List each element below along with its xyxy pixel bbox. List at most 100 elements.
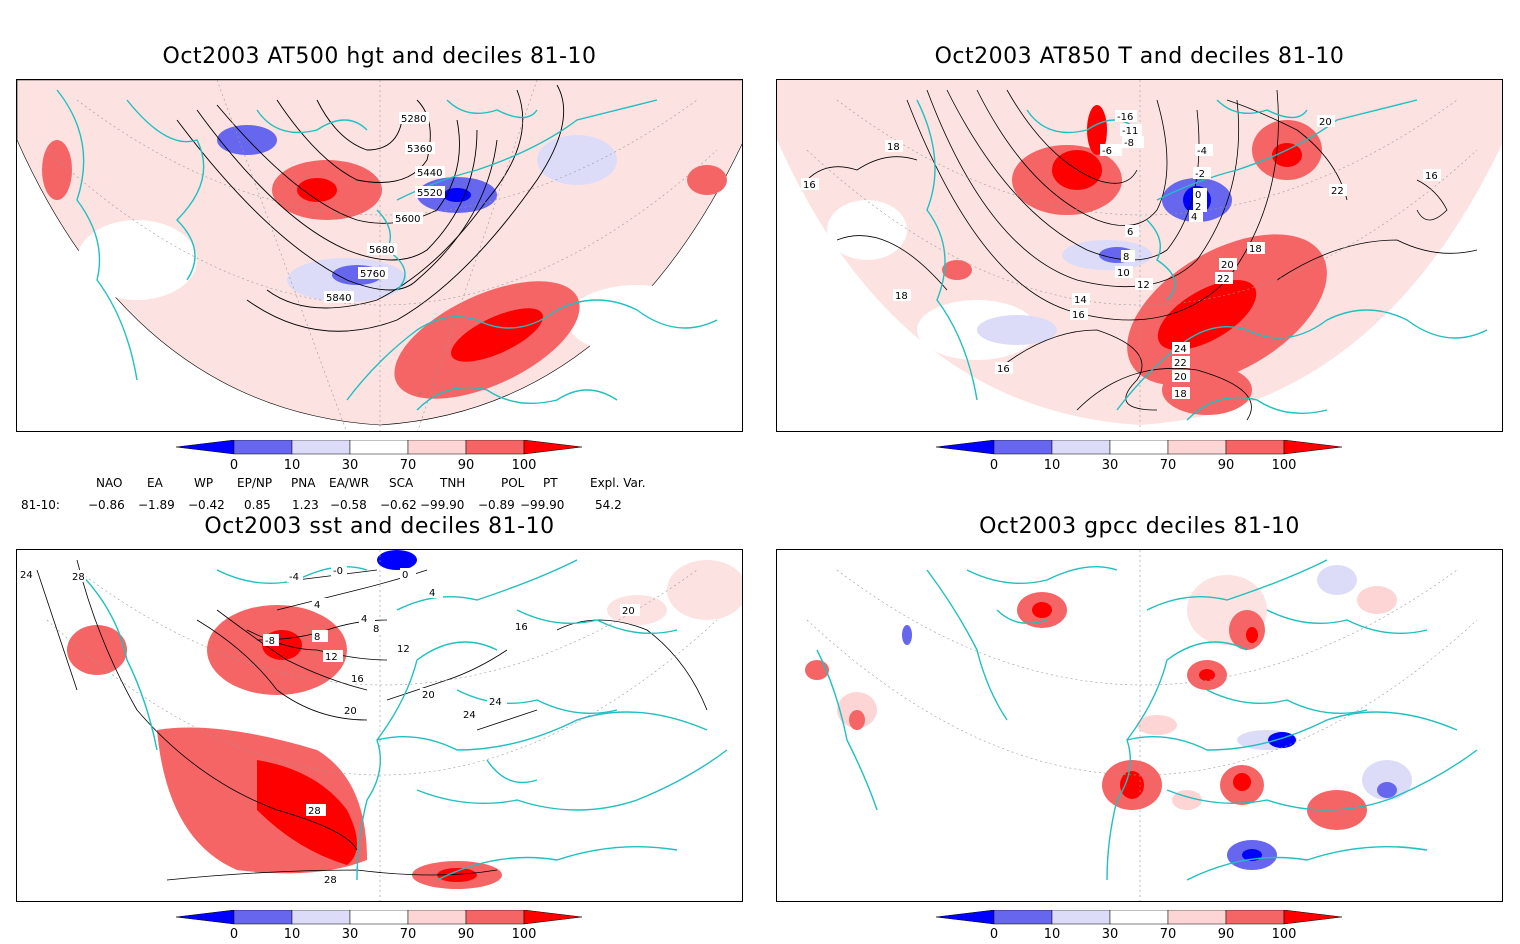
contour-label: 5840 [324,291,354,304]
contour-label: -16 [1115,110,1137,123]
map-panel-t850: 18 16 -16 -11 -8 -6 -4 -2 0 2 4 6 8 10 1… [776,79,1503,432]
index-header-eawr: EA/WR [329,476,370,490]
svg-text:5600: 5600 [395,214,420,225]
svg-text:20: 20 [1221,260,1234,271]
colorbar-tick: 30 [342,458,359,473]
index-header-pt: PT [543,476,558,490]
colorbar-tick: 30 [1102,458,1119,473]
colorbar-tick: 10 [284,927,301,940]
svg-text:8: 8 [314,632,320,643]
map-panel-hgt500: 5280 5360 5440 5520 5600 5680 5760 5840 [16,79,743,432]
svg-text:10: 10 [1117,268,1130,279]
svg-text:5360: 5360 [407,144,432,155]
colorbar-tick: 90 [1218,927,1235,940]
svg-text:-0: -0 [333,566,343,577]
svg-text:6: 6 [1127,227,1133,238]
contour-label: -8 [263,634,279,647]
contour-label: 10 [1115,266,1133,279]
contour-label: 16 [801,178,819,191]
svg-text:16: 16 [1072,310,1085,321]
svg-text:28: 28 [308,806,321,817]
contour-label: 5280 [399,112,429,125]
contour-label: 4 [312,598,328,611]
svg-text:-2: -2 [1195,169,1205,180]
contour-label: 22 [1172,356,1190,369]
index-value-ea: −1.89 [138,498,175,512]
svg-text:12: 12 [397,644,410,655]
svg-text:24: 24 [489,697,502,708]
index-value-explvar: 54.2 [595,498,622,512]
map-gpcc-svg [777,550,1502,901]
map-panel-gpcc [776,549,1503,902]
contour-label: 18 [893,289,911,302]
svg-text:5680: 5680 [369,245,394,256]
contour-label: 14 [1072,293,1090,306]
colorbar-tick: 90 [458,927,475,940]
svg-text:16: 16 [515,622,528,633]
svg-text:5520: 5520 [417,188,442,199]
colorbar-tick: 70 [400,927,417,940]
contour-label: 20 [1219,258,1237,271]
svg-text:20: 20 [622,606,635,617]
index-row-label: 81-10: [21,498,60,512]
svg-text:22: 22 [1174,358,1187,369]
colorbar-gpcc: 0 10 30 70 90 100 [935,909,1356,942]
map-t850-svg: 18 16 -16 -11 -8 -6 -4 -2 0 2 4 6 8 10 1… [777,80,1502,431]
svg-text:16: 16 [803,180,816,191]
svg-text:0: 0 [1195,190,1201,201]
contour-label: 18 [1247,242,1265,255]
svg-text:5840: 5840 [326,293,351,304]
contour-label: -4 [1195,144,1213,157]
contour-label: 8 [371,622,387,635]
contour-label: 4 [427,586,443,599]
contour-label: -4 [287,570,303,583]
contour-label: 12 [323,650,343,663]
contour-label: -2 [1193,167,1211,180]
contour-label: 24 [487,695,507,708]
contour-label: -8 [1122,136,1144,149]
index-value-sca: −0.62 [380,498,417,512]
svg-text:20: 20 [1174,372,1187,383]
contour-label: 0 [400,568,416,581]
svg-text:24: 24 [463,710,476,721]
colorbar-hgt500: 0 10 30 70 90 100 [175,439,596,476]
index-value-pol: −0.89 [478,498,515,512]
contour-label: 0 [1193,188,1207,201]
index-header-explvar: Expl. Var. [590,476,646,490]
colorbar-tick: 10 [1044,927,1061,940]
index-value-pna: 1.23 [292,498,319,512]
svg-text:4: 4 [314,600,320,611]
svg-text:2: 2 [1195,202,1201,213]
svg-text:16: 16 [1425,171,1438,182]
svg-text:-11: -11 [1122,126,1138,137]
svg-text:18: 18 [895,291,908,302]
svg-text:5280: 5280 [401,114,426,125]
contour-label: 24 [461,708,481,721]
svg-text:-4: -4 [1197,146,1207,157]
index-value-tnh: −99.90 [420,498,465,512]
colorbar-tick: 0 [990,927,998,940]
svg-text:20: 20 [422,690,435,701]
colorbar-tick: 90 [1218,458,1235,473]
colorbar-tick: 30 [342,927,359,940]
svg-text:22: 22 [1217,274,1230,285]
contour-label: 22 [1215,272,1233,285]
svg-text:24: 24 [20,570,33,581]
svg-text:-8: -8 [265,636,275,647]
svg-text:18: 18 [1249,244,1262,255]
teleconnection-indices: NAO EA WP EP/NP PNA EA/WR SCA TNH POL PT… [0,470,760,520]
svg-text:8: 8 [373,624,379,635]
svg-text:8: 8 [1123,252,1129,263]
colorbar-tick: 70 [1160,927,1177,940]
index-value-pt: −99.90 [520,498,565,512]
svg-text:12: 12 [1137,280,1150,291]
contour-label: -11 [1120,124,1142,137]
index-value-eawr: −0.58 [330,498,367,512]
contour-label: 20 [1317,115,1335,128]
colorbar-tick: 10 [284,458,301,473]
index-header-pna: PNA [291,476,316,490]
index-header-epnp: EP/NP [237,476,273,490]
contour-label: 2 [1193,200,1207,213]
contour-label: -0 [331,564,347,577]
contour-label: 16 [513,620,533,633]
